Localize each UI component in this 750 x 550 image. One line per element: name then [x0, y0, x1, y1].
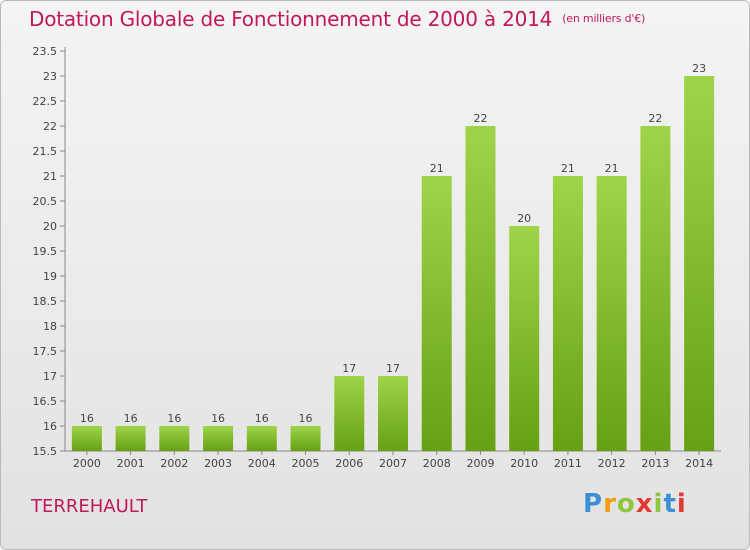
y-tick-label: 17	[43, 370, 57, 383]
x-tick-label: 2007	[379, 457, 407, 470]
x-tick-label: 2004	[248, 457, 276, 470]
x-tick-label: 2010	[510, 457, 538, 470]
x-tick-label: 2012	[598, 457, 626, 470]
y-tick-label: 20.5	[33, 195, 58, 208]
x-tick-label: 2009	[466, 457, 494, 470]
bar-2008	[421, 176, 452, 451]
x-tick-label: 2014	[685, 457, 713, 470]
y-tick-label: 19.5	[33, 245, 58, 258]
y-tick-label: 21	[43, 170, 57, 183]
x-tick-label: 2003	[204, 457, 232, 470]
bar-2003	[203, 426, 234, 451]
logo-letter: t	[663, 489, 677, 519]
x-tick-label: 2001	[117, 457, 145, 470]
bar-2002	[159, 426, 190, 451]
bar-value-label: 16	[255, 412, 269, 425]
bar-value-label: 16	[80, 412, 94, 425]
bar-chart: 15.5 16 16.5 17 17.5 18 18.5 19 19.5 20 20.5 21 21.5…	[33, 45, 721, 470]
logo-letter: P	[583, 489, 604, 519]
bar-value-label: 21	[605, 162, 619, 175]
bar-2005	[290, 426, 321, 451]
x-tick-label: 2006	[335, 457, 363, 470]
x-tick-label: 2000	[73, 457, 101, 470]
y-tick-label: 19	[43, 270, 57, 283]
bar-value-label: 16	[211, 412, 225, 425]
commune-name: TERREHAULT	[31, 496, 148, 517]
bar-value-label: 21	[430, 162, 444, 175]
y-tick-label: 20	[43, 220, 57, 233]
x-tick-label: 2002	[160, 457, 188, 470]
bar-value-label: 22	[648, 112, 662, 125]
bar-value-label: 17	[342, 362, 356, 375]
y-tick-label: 22.5	[33, 95, 58, 108]
bar-value-label: 22	[473, 112, 487, 125]
chart-bars: 16 16 16 16 16 16 17 17 21 22 20 21 21 22 23	[71, 62, 715, 451]
bar-2010	[509, 226, 540, 451]
logo-letter: x	[635, 489, 654, 519]
y-tick-label: 16	[43, 420, 57, 433]
y-tick-label: 15.5	[33, 445, 58, 458]
bar-2011	[552, 176, 583, 451]
bar-2004	[246, 426, 277, 451]
bar-value-label: 16	[124, 412, 138, 425]
y-tick-label: 18	[43, 320, 57, 333]
y-tick-label: 23.5	[33, 45, 58, 58]
x-tick-label: 2013	[641, 457, 669, 470]
y-tick-label: 18.5	[33, 295, 58, 308]
bar-value-label: 21	[561, 162, 575, 175]
bar-value-label: 17	[386, 362, 400, 375]
bar-value-label: 23	[692, 62, 706, 75]
proxiti-logo: Proxiti	[583, 489, 687, 519]
y-tick-label: 21.5	[33, 145, 58, 158]
bar-2006	[334, 376, 365, 451]
bar-value-label: 16	[299, 412, 313, 425]
bar-2013	[640, 126, 671, 451]
bar-2012	[596, 176, 627, 451]
x-tick-label: 2011	[554, 457, 582, 470]
bar-value-label: 20	[517, 212, 531, 225]
bar-2001	[115, 426, 146, 451]
bar-2009	[465, 126, 496, 451]
logo-letter: r	[603, 489, 617, 519]
chart-axes: 15.5 16 16.5 17 17.5 18 18.5 19 19.5 20 20.5 21 21.5…	[33, 45, 721, 470]
bar-2014	[684, 76, 715, 451]
x-tick-label: 2005	[292, 457, 320, 470]
logo-letter: i	[676, 489, 687, 519]
chart-title: Dotation Globale de Fonctionnement de 20…	[29, 7, 646, 31]
y-tick-label: 16.5	[33, 395, 58, 408]
bar-2000	[71, 426, 102, 451]
x-tick-label: 2008	[423, 457, 451, 470]
y-tick-label: 17.5	[33, 345, 58, 358]
y-tick-label: 22	[43, 120, 57, 133]
logo-letter: i	[653, 489, 664, 519]
chart-subtitle: (en milliers d'€)	[562, 12, 646, 25]
bar-value-label: 16	[167, 412, 181, 425]
bar-2007	[378, 376, 408, 451]
y-tick-label: 23	[43, 70, 57, 83]
logo-letter: o	[616, 489, 636, 519]
